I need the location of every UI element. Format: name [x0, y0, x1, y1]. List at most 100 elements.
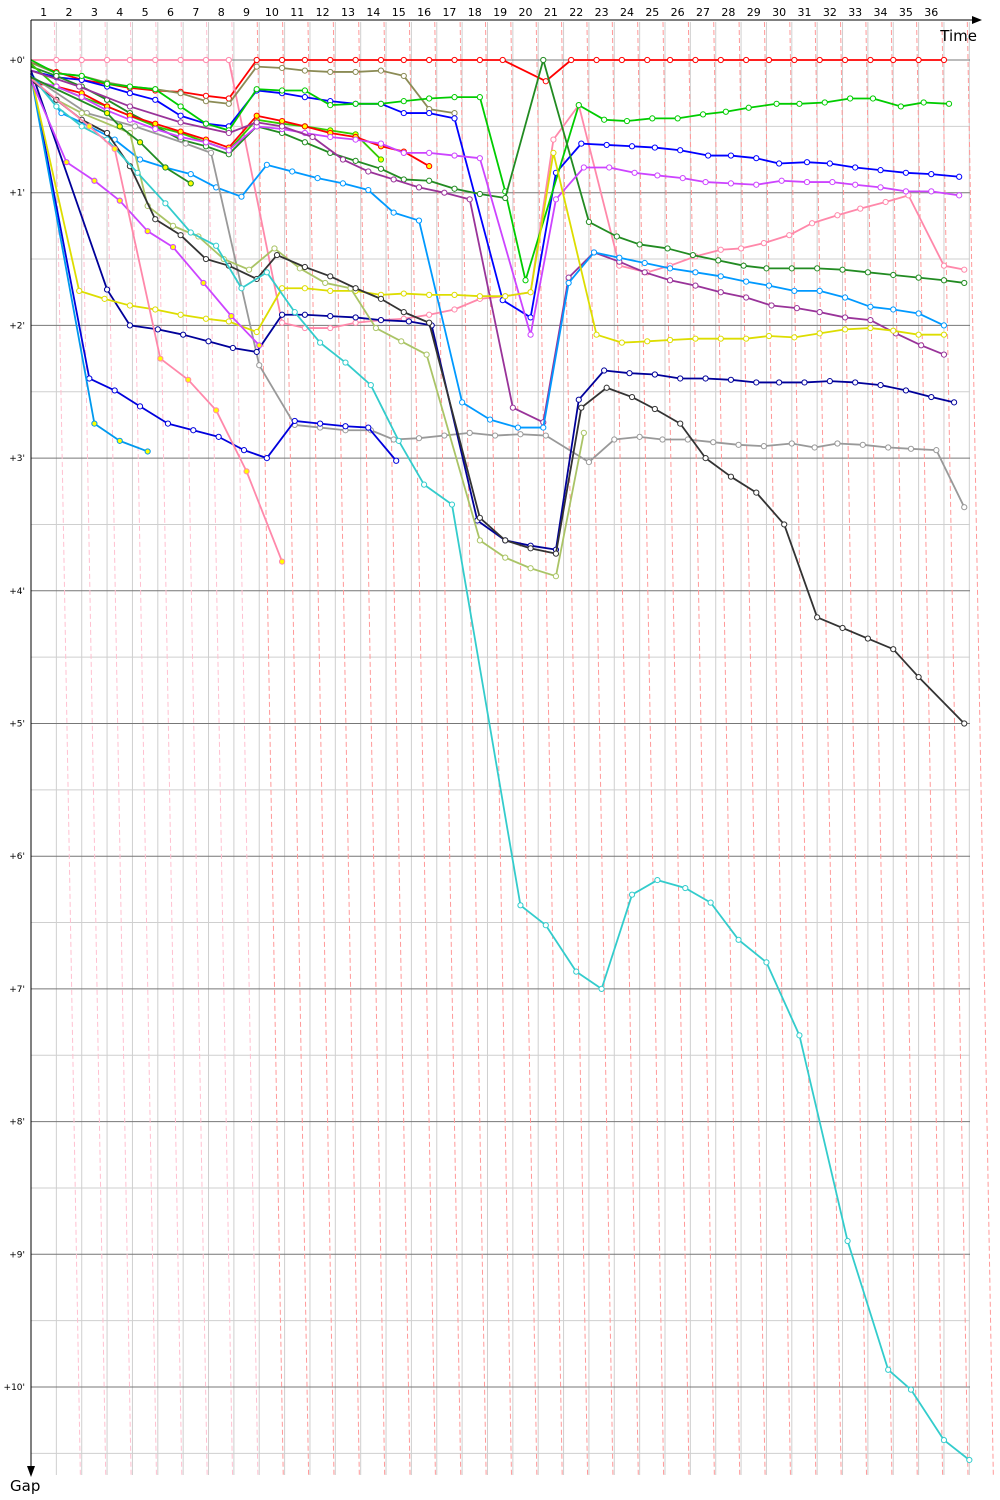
- x-tick-label: 15: [392, 6, 406, 19]
- data-point: [692, 269, 699, 276]
- x-tick-label: 16: [417, 6, 431, 19]
- data-point: [278, 56, 286, 64]
- series-19: [30, 75, 973, 1464]
- data-point: [400, 56, 407, 64]
- data-point: [76, 83, 83, 90]
- data-point: [651, 144, 658, 151]
- data-point: [238, 193, 245, 200]
- data-point: [423, 351, 430, 358]
- data-point: [301, 87, 308, 94]
- data-point: [126, 56, 134, 64]
- x-tick-label: 7: [192, 6, 199, 19]
- data-point: [263, 455, 270, 462]
- data-point: [890, 56, 897, 64]
- x-tick-label: 29: [747, 6, 761, 19]
- data-point: [867, 324, 874, 332]
- data-point: [786, 232, 793, 239]
- data-point: [263, 269, 270, 276]
- data-point: [103, 286, 111, 293]
- data-point: [377, 156, 385, 163]
- data-point: [400, 290, 407, 297]
- data-point: [902, 188, 910, 195]
- data-point: [763, 265, 770, 272]
- data-point: [623, 117, 631, 125]
- data-point: [451, 291, 458, 298]
- data-point: [451, 185, 458, 192]
- data-point: [502, 293, 509, 300]
- data-point: [76, 287, 83, 294]
- data-point: [352, 56, 359, 64]
- data-point: [53, 56, 60, 64]
- data-point: [111, 387, 118, 394]
- data-point: [814, 265, 821, 272]
- data-point: [144, 228, 151, 235]
- data-point: [940, 56, 948, 64]
- data-point: [502, 537, 509, 544]
- data-point: [791, 56, 798, 64]
- x-axis-arrow-icon: [972, 16, 982, 24]
- data-point: [400, 109, 407, 117]
- data-point: [278, 285, 286, 292]
- data-point: [352, 314, 359, 321]
- data-point: [426, 56, 433, 64]
- data-point: [918, 342, 925, 349]
- data-point: [390, 176, 397, 183]
- data-point: [692, 56, 699, 64]
- data-point: [811, 444, 818, 451]
- y-tick-label: +7': [9, 985, 25, 995]
- y-tick-label: +4': [9, 587, 25, 597]
- data-point: [225, 100, 232, 107]
- data-point: [517, 431, 524, 438]
- y-tick-label: +3': [9, 454, 25, 464]
- data-point: [644, 56, 651, 64]
- data-point: [864, 635, 871, 642]
- y-tick-label: +6': [9, 852, 25, 862]
- data-point: [177, 90, 184, 97]
- data-point: [542, 432, 549, 439]
- data-point: [131, 123, 139, 130]
- data-point: [928, 171, 935, 178]
- data-point: [164, 420, 172, 427]
- data-point: [727, 473, 735, 480]
- data-point: [915, 331, 922, 338]
- data-point: [841, 326, 849, 333]
- lapped-line: [662, 21, 690, 1476]
- data-point: [134, 169, 141, 176]
- data-point: [801, 379, 808, 386]
- data-point: [169, 222, 177, 229]
- data-point: [829, 178, 836, 186]
- data-point: [499, 56, 506, 64]
- data-point: [540, 56, 547, 64]
- data-point: [459, 399, 466, 406]
- grid: [31, 22, 970, 1475]
- data-point: [225, 147, 232, 154]
- data-point: [601, 367, 608, 374]
- data-point: [816, 330, 823, 337]
- data-point: [527, 314, 534, 321]
- data-point: [598, 985, 605, 993]
- data-point: [841, 56, 849, 64]
- x-tick-label: 22: [569, 6, 583, 19]
- data-point: [327, 68, 334, 76]
- series-11: [30, 72, 948, 431]
- data-point: [225, 56, 232, 64]
- data-point: [527, 289, 534, 296]
- data-point: [301, 263, 308, 271]
- series-16: [30, 75, 948, 346]
- data-point: [527, 331, 534, 338]
- data-point: [710, 439, 717, 446]
- data-point: [451, 115, 458, 122]
- data-point: [154, 326, 161, 333]
- data-point: [187, 229, 194, 236]
- data-point: [826, 160, 833, 167]
- data-point: [677, 420, 684, 427]
- data-point: [867, 56, 874, 64]
- data-point: [339, 156, 347, 163]
- lapped-line: [687, 21, 715, 1476]
- data-point: [126, 116, 134, 123]
- data-point: [753, 155, 760, 162]
- data-point: [585, 458, 593, 466]
- data-point: [152, 96, 159, 103]
- data-point: [664, 245, 671, 252]
- data-point: [301, 56, 308, 64]
